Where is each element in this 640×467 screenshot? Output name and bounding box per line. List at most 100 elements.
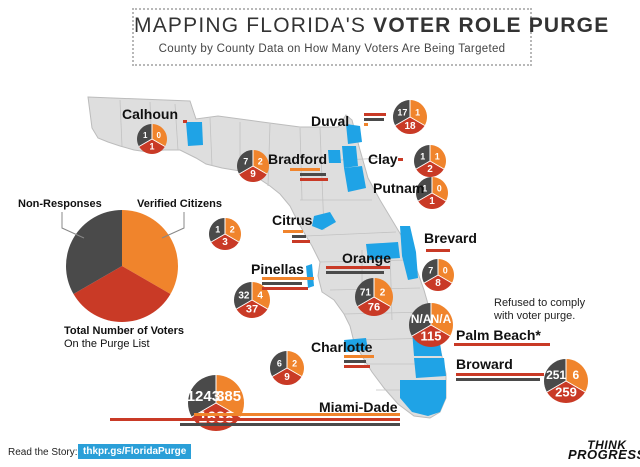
county-broward bbox=[414, 358, 446, 378]
bar-charlotte-total bbox=[344, 365, 370, 368]
pie-calhoun-verified-value: 0 bbox=[157, 131, 162, 140]
pie-bradford: 7 29 bbox=[237, 150, 270, 182]
legend-pie-verified bbox=[122, 210, 179, 294]
bar-clay-total bbox=[398, 158, 403, 161]
bar-miami-dade-verified bbox=[194, 413, 400, 416]
pie-calhoun-total-value: 1 bbox=[149, 142, 154, 152]
pie-brevard-dividers bbox=[423, 259, 453, 284]
label-calhoun: Calhoun bbox=[122, 106, 178, 122]
label-putnam: Putnam bbox=[373, 180, 425, 196]
county-miami-dade bbox=[400, 380, 446, 416]
pie-clay-total bbox=[416, 161, 444, 178]
bar-citrus-verified bbox=[283, 230, 303, 233]
bar-duval-total bbox=[364, 113, 386, 116]
page-title: MAPPING FLORIDA'S VOTER ROLE PURGE bbox=[134, 14, 608, 38]
pie-duval-non-responses-value: 17 bbox=[397, 108, 407, 118]
label-pinellas: Pinellas bbox=[251, 261, 304, 277]
label-palm-beach: Palm Beach* bbox=[456, 327, 541, 343]
bar-bradford-nonresp bbox=[300, 173, 326, 176]
pie-brevard-non-responses-value: 7 bbox=[428, 266, 433, 276]
pie-duval-dividers bbox=[395, 100, 425, 126]
legend-total-line1: Total Number of Voters bbox=[64, 325, 184, 337]
label-miami-dade: Miami-Dade bbox=[319, 399, 398, 415]
pie-orange-total-value: 76 bbox=[368, 301, 380, 313]
county-duval bbox=[346, 124, 362, 144]
title-light-text: MAPPING FLORIDA'S bbox=[134, 14, 367, 37]
pie-pinellas-total-value: 37 bbox=[246, 304, 258, 316]
pie-pinellas-dividers bbox=[236, 282, 268, 310]
pie-citrus-dividers bbox=[210, 218, 240, 243]
bar-citrus-total bbox=[292, 240, 310, 243]
pie-palm-beach: N/A N/A 115 bbox=[409, 303, 453, 347]
bar-orange-total bbox=[326, 266, 390, 269]
pie-putnam-non-responses-value: 1 bbox=[422, 184, 427, 194]
pie-bradford-verified-value: 2 bbox=[258, 157, 263, 167]
pie-clay-verified-value: 1 bbox=[435, 152, 440, 162]
pie-clay-total-value: 2 bbox=[427, 164, 433, 175]
pie-citrus: 1 23 bbox=[209, 218, 241, 250]
pie-bradford-total-value: 9 bbox=[250, 169, 256, 180]
pie-broward-verified-value: 6 bbox=[573, 368, 580, 382]
pie-charlotte-dividers bbox=[272, 351, 302, 377]
county-citrus bbox=[312, 212, 336, 230]
pie-brevard-total bbox=[424, 275, 452, 291]
pie-broward: 251 6 259 bbox=[544, 359, 588, 403]
pie-clay-dividers bbox=[415, 145, 445, 170]
legend-total-line2: On the Purge List bbox=[64, 338, 150, 350]
bar-palm-beach-total bbox=[454, 343, 550, 346]
logo-line1: THINK bbox=[587, 438, 627, 452]
legend-leader-left bbox=[61, 212, 85, 239]
pie-citrus-total-value: 3 bbox=[222, 237, 228, 248]
title-bold-text: VOTER ROLE PURGE bbox=[373, 14, 610, 37]
pie-charlotte-non-responses-value: 6 bbox=[277, 359, 282, 369]
title-box: MAPPING FLORIDA'S VOTER ROLE PURGE Count… bbox=[132, 8, 608, 66]
pie-charlotte: 6 29 bbox=[269, 351, 304, 385]
thinkprogress-logo: THINK PROGRESS bbox=[568, 438, 640, 461]
pie-duval: 17 1 18 bbox=[393, 100, 427, 135]
pie-pinellas: 32 4 37 bbox=[234, 282, 270, 318]
pie-bradford-dividers bbox=[238, 150, 268, 175]
legend-pie-total bbox=[73, 266, 171, 323]
pie-orange-dividers bbox=[357, 278, 391, 307]
label-citrus: Citrus bbox=[272, 212, 313, 228]
bar-orange-nonresp bbox=[326, 271, 384, 274]
label-brevard: Brevard bbox=[424, 230, 477, 246]
bar-citrus-nonresp bbox=[292, 235, 306, 238]
pie-palm-beach-dividers bbox=[411, 303, 451, 337]
page-subtitle: County by County Data on How Many Voters… bbox=[158, 43, 506, 55]
bar-duval-nonresp bbox=[364, 118, 384, 121]
bar-calhoun-total bbox=[183, 120, 187, 123]
story-link[interactable]: thkpr.gs/FloridaPurge bbox=[78, 444, 192, 459]
pie-charlotte-total-value: 9 bbox=[284, 372, 290, 383]
label-clay: Clay bbox=[368, 151, 398, 167]
pie-calhoun-dividers bbox=[138, 124, 166, 147]
bar-bradford-verified bbox=[290, 168, 320, 171]
pie-palm-beach-non-responses-value: N/A bbox=[411, 312, 432, 326]
pie-miami-dade-non-responses-value: 1243 bbox=[187, 388, 220, 405]
pie-orange: 71 276 bbox=[355, 278, 393, 316]
legend-leader-right bbox=[161, 212, 185, 239]
county-calhoun bbox=[186, 122, 203, 146]
palm-beach-note: Refused to comply with voter purge. bbox=[494, 297, 586, 322]
pie-putnam-dividers bbox=[417, 177, 447, 202]
county-pinellas bbox=[306, 264, 314, 288]
pie-broward-non-responses-value: 251 bbox=[546, 368, 566, 382]
county-clay bbox=[342, 146, 358, 168]
bar-bradford-total bbox=[300, 178, 328, 181]
pie-broward-dividers bbox=[546, 359, 586, 393]
label-bradford: Bradford bbox=[268, 151, 328, 167]
pie-putnam: 1 01 bbox=[415, 177, 449, 210]
pie-charlotte-verified-value: 2 bbox=[292, 359, 297, 369]
pie-clay-non-responses-value: 1 bbox=[420, 152, 425, 162]
pie-citrus-non-responses-value: 1 bbox=[215, 225, 220, 235]
county-brevard bbox=[400, 226, 418, 280]
read-story-label: Read the Story: bbox=[8, 447, 78, 458]
bar-pinellas-total bbox=[262, 287, 308, 290]
bar-miami-dade-total bbox=[110, 418, 400, 421]
pie-orange-non-responses-value: 71 bbox=[360, 287, 372, 298]
pie-citrus-verified-value: 2 bbox=[230, 225, 235, 235]
pie-pinellas-non-responses-value: 32 bbox=[238, 291, 250, 302]
legend-verified: Verified Citizens bbox=[137, 198, 222, 210]
